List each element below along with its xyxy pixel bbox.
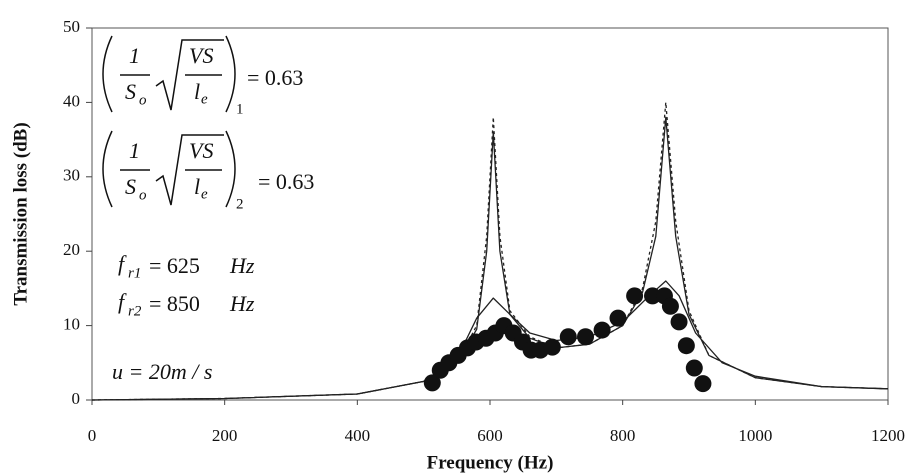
y-tick-label: 10 [63, 315, 80, 334]
x-axis-title: Frequency (Hz) [427, 452, 554, 473]
data-point [577, 328, 595, 346]
data-point [543, 338, 561, 356]
paren [225, 35, 236, 113]
formula-text: Hz [229, 291, 255, 316]
plot-area: 0 10 20 30 40 50 0 200 400 600 800 1000 1200 [63, 17, 905, 445]
x-tick-label: 400 [345, 426, 371, 445]
formula-text: f [118, 251, 127, 276]
x-tick-label: 1200 [871, 426, 905, 445]
formula-text: u = 20m / s [112, 359, 212, 384]
formula-text: 2 [236, 196, 244, 212]
y-tick-label: 0 [72, 389, 81, 408]
formula-text: o [139, 187, 147, 203]
formula-text: 1 [129, 138, 140, 163]
x-tick-label: 1000 [738, 426, 772, 445]
paren [102, 130, 113, 208]
formula-text: 1 [236, 101, 244, 117]
data-point [685, 359, 703, 377]
formula-text: r1 [128, 265, 141, 281]
y-tick-label: 50 [63, 17, 80, 36]
formula-text: S [125, 174, 136, 199]
y-tick-label: 20 [63, 240, 80, 259]
formula-text: = 850 [149, 291, 200, 316]
y-tick-label: 30 [63, 166, 80, 185]
paren [225, 130, 236, 208]
data-point [677, 337, 695, 355]
paren [102, 35, 113, 113]
formula-text: Hz [229, 253, 255, 278]
data-point [644, 287, 662, 305]
x-tick-label: 800 [610, 426, 636, 445]
radical [155, 134, 224, 206]
y-tick-label: 40 [63, 91, 80, 110]
data-point [559, 328, 577, 346]
formula-text: S [125, 79, 136, 104]
data-point [593, 321, 611, 339]
formula-text: = 0.63 [258, 169, 314, 194]
formula-text: o [139, 92, 147, 108]
formula-text: e [201, 91, 208, 107]
data-point [626, 287, 644, 305]
formula-text: 1 [129, 43, 140, 68]
data-point [609, 309, 627, 327]
x-tick-label: 200 [212, 426, 238, 445]
x-tick-label: 600 [477, 426, 503, 445]
formula-text: VS [189, 43, 213, 68]
radical [155, 39, 224, 111]
formula-text: r2 [128, 303, 142, 319]
data-point [694, 375, 712, 393]
data-point [670, 313, 688, 331]
formula-text: l [194, 79, 200, 104]
formula-text: f [118, 289, 127, 314]
data-point [661, 297, 679, 315]
formula-text: l [194, 174, 200, 199]
x-tick-label: 0 [88, 426, 97, 445]
formula-text: = 0.63 [247, 65, 303, 90]
formula-text: = 625 [149, 253, 200, 278]
y-axis-title: Transmission loss (dB) [10, 122, 31, 305]
data-point [423, 374, 441, 392]
formula-text: e [201, 186, 208, 202]
formula-text: VS [189, 138, 213, 163]
annotations [102, 35, 236, 208]
